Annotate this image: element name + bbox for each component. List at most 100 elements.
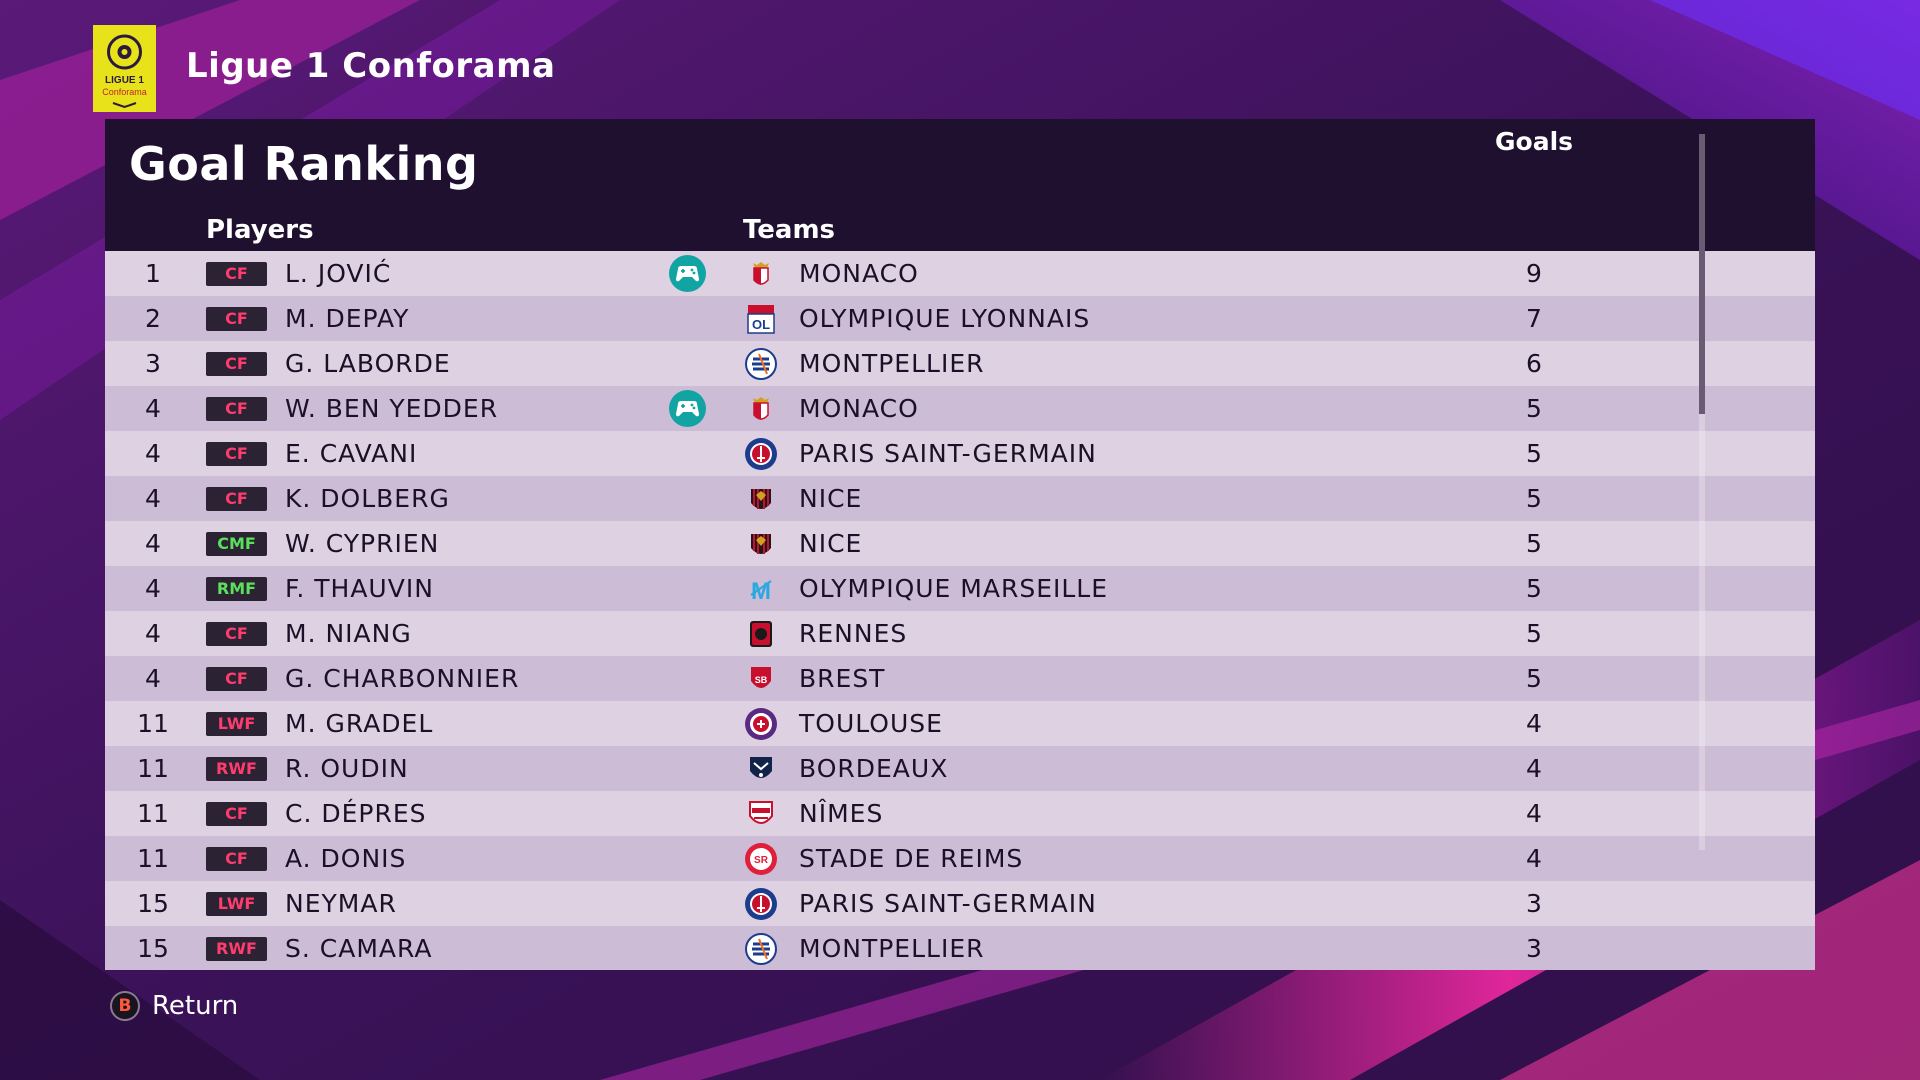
- ranking-row[interactable]: 4 CF E. CAVANI PARIS SAINT-GERMAIN 5: [105, 431, 1815, 476]
- team-crest-icon: [743, 526, 779, 562]
- controller-icon: [669, 255, 706, 292]
- rank-number: 4: [145, 439, 161, 468]
- svg-text:Conforama: Conforama: [102, 87, 147, 97]
- team-crest-icon: [743, 481, 779, 517]
- player-name: R. OUDIN: [285, 754, 409, 783]
- team-crest-icon: [743, 256, 779, 292]
- rank-number: 4: [145, 484, 161, 513]
- ranking-row[interactable]: 11 CF A. DONIS SR STADE DE REIMS 4: [105, 836, 1815, 881]
- team-name: BORDEAUX: [799, 754, 949, 783]
- team-name: MONACO: [799, 259, 919, 288]
- ranking-row[interactable]: 3 CF G. LABORDE MONTPELLIER 6: [105, 341, 1815, 386]
- player-name: M. NIANG: [285, 619, 412, 648]
- scrollbar[interactable]: [1699, 134, 1705, 850]
- position-badge: CF: [206, 397, 267, 421]
- ranking-list[interactable]: 1 CF L. JOVIĆ MONACO 9 2 CF M. DEPAY OL OLYMPIQUE…: [105, 251, 1815, 970]
- ranking-row[interactable]: 4 CF G. CHARBONNIER SB BREST 5: [105, 656, 1815, 701]
- goal-count: 3: [1526, 889, 1542, 918]
- team-name: NÎMES: [799, 799, 884, 828]
- team-crest-icon: OL: [743, 301, 779, 337]
- team-crest-icon: [743, 751, 779, 787]
- ranking-row[interactable]: 1 CF L. JOVIĆ MONACO 9: [105, 251, 1815, 296]
- team-name: RENNES: [799, 619, 908, 648]
- svg-text:SR: SR: [754, 855, 769, 866]
- team-name: STADE DE REIMS: [799, 844, 1024, 873]
- goal-count: 9: [1526, 259, 1542, 288]
- rank-number: 4: [145, 529, 161, 558]
- goal-count: 5: [1526, 529, 1542, 558]
- player-name: C. DÉPRES: [285, 799, 427, 828]
- footer-return[interactable]: B Return: [110, 990, 238, 1022]
- goal-count: 5: [1526, 484, 1542, 513]
- player-name: K. DOLBERG: [285, 484, 450, 513]
- position-badge: CF: [206, 802, 267, 826]
- position-badge: CF: [206, 442, 267, 466]
- team-name: PARIS SAINT-GERMAIN: [799, 439, 1097, 468]
- goal-count: 5: [1526, 394, 1542, 423]
- team-crest-icon: M: [743, 571, 779, 607]
- team-crest-icon: [743, 931, 779, 967]
- return-label: Return: [152, 991, 239, 1021]
- player-name: E. CAVANI: [285, 439, 418, 468]
- scrollbar-thumb[interactable]: [1699, 134, 1705, 414]
- ranking-row[interactable]: 4 CF K. DOLBERG NICE 5: [105, 476, 1815, 521]
- rank-number: 11: [137, 709, 169, 738]
- ranking-row[interactable]: 2 CF M. DEPAY OL OLYMPIQUE LYONNAIS 7: [105, 296, 1815, 341]
- position-badge: CMF: [206, 532, 267, 556]
- team-name: OLYMPIQUE MARSEILLE: [799, 574, 1109, 603]
- player-name: W. CYPRIEN: [285, 529, 440, 558]
- ranking-row[interactable]: 11 RWF R. OUDIN BORDEAUX 4: [105, 746, 1815, 791]
- rank-number: 4: [145, 394, 161, 423]
- b-button-icon: B: [110, 991, 140, 1021]
- position-badge: RWF: [206, 757, 267, 781]
- player-name: W. BEN YEDDER: [285, 394, 499, 423]
- position-badge: CF: [206, 622, 267, 646]
- player-name: G. LABORDE: [285, 349, 451, 378]
- position-badge: CF: [206, 307, 267, 331]
- player-name: L. JOVIĆ: [285, 259, 392, 288]
- goal-ranking-panel: Goal Ranking Players Teams Goals 1 CF L. J…: [105, 119, 1815, 970]
- team-crest-icon: [743, 346, 779, 382]
- league-title: Ligue 1 Conforama: [186, 46, 556, 86]
- ranking-row[interactable]: 15 RWF S. CAMARA MONTPELLIER 3: [105, 926, 1815, 970]
- rank-number: 3: [145, 349, 161, 378]
- goal-count: 4: [1526, 709, 1542, 738]
- goal-count: 5: [1526, 664, 1542, 693]
- column-header-players: Players: [206, 215, 314, 245]
- goal-count: 5: [1526, 574, 1542, 603]
- ranking-row[interactable]: 11 LWF M. GRADEL TOULOUSE 4: [105, 701, 1815, 746]
- player-name: M. GRADEL: [285, 709, 434, 738]
- goal-count: 3: [1526, 934, 1542, 963]
- ranking-row[interactable]: 4 CMF W. CYPRIEN NICE 5: [105, 521, 1815, 566]
- team-name: NICE: [799, 529, 863, 558]
- position-badge: RWF: [206, 937, 267, 961]
- rank-number: 4: [145, 664, 161, 693]
- ranking-row[interactable]: 11 CF C. DÉPRES NÎMES 4: [105, 791, 1815, 836]
- controller-icon: [669, 390, 706, 427]
- goal-count: 5: [1526, 439, 1542, 468]
- team-name: MONTPELLIER: [799, 934, 985, 963]
- ranking-row[interactable]: 4 RMF F. THAUVIN M OLYMPIQUE MARSEILLE 5: [105, 566, 1815, 611]
- team-name: PARIS SAINT-GERMAIN: [799, 889, 1097, 918]
- column-header-teams: Teams: [743, 215, 836, 245]
- player-name: G. CHARBONNIER: [285, 664, 520, 693]
- rank-number: 15: [137, 889, 169, 918]
- position-badge: CF: [206, 667, 267, 691]
- position-badge: CF: [206, 487, 267, 511]
- position-badge: CF: [206, 262, 267, 286]
- team-name: NICE: [799, 484, 863, 513]
- league-logo: LIGUE 1 Conforama: [93, 25, 156, 112]
- ranking-row[interactable]: 15 LWF NEYMAR PARIS SAINT-GERMAIN 3: [105, 881, 1815, 926]
- ranking-row[interactable]: 4 CF W. BEN YEDDER MONACO 5: [105, 386, 1815, 431]
- goal-count: 4: [1526, 799, 1542, 828]
- rank-number: 11: [137, 844, 169, 873]
- player-name: M. DEPAY: [285, 304, 410, 333]
- team-name: BREST: [799, 664, 886, 693]
- ranking-row[interactable]: 4 CF M. NIANG RENNES 5: [105, 611, 1815, 656]
- svg-text:OL: OL: [752, 317, 770, 332]
- player-name: A. DONIS: [285, 844, 407, 873]
- rank-number: 2: [145, 304, 161, 333]
- team-name: MONTPELLIER: [799, 349, 985, 378]
- team-crest-icon: [743, 616, 779, 652]
- svg-text:SB: SB: [755, 675, 768, 685]
